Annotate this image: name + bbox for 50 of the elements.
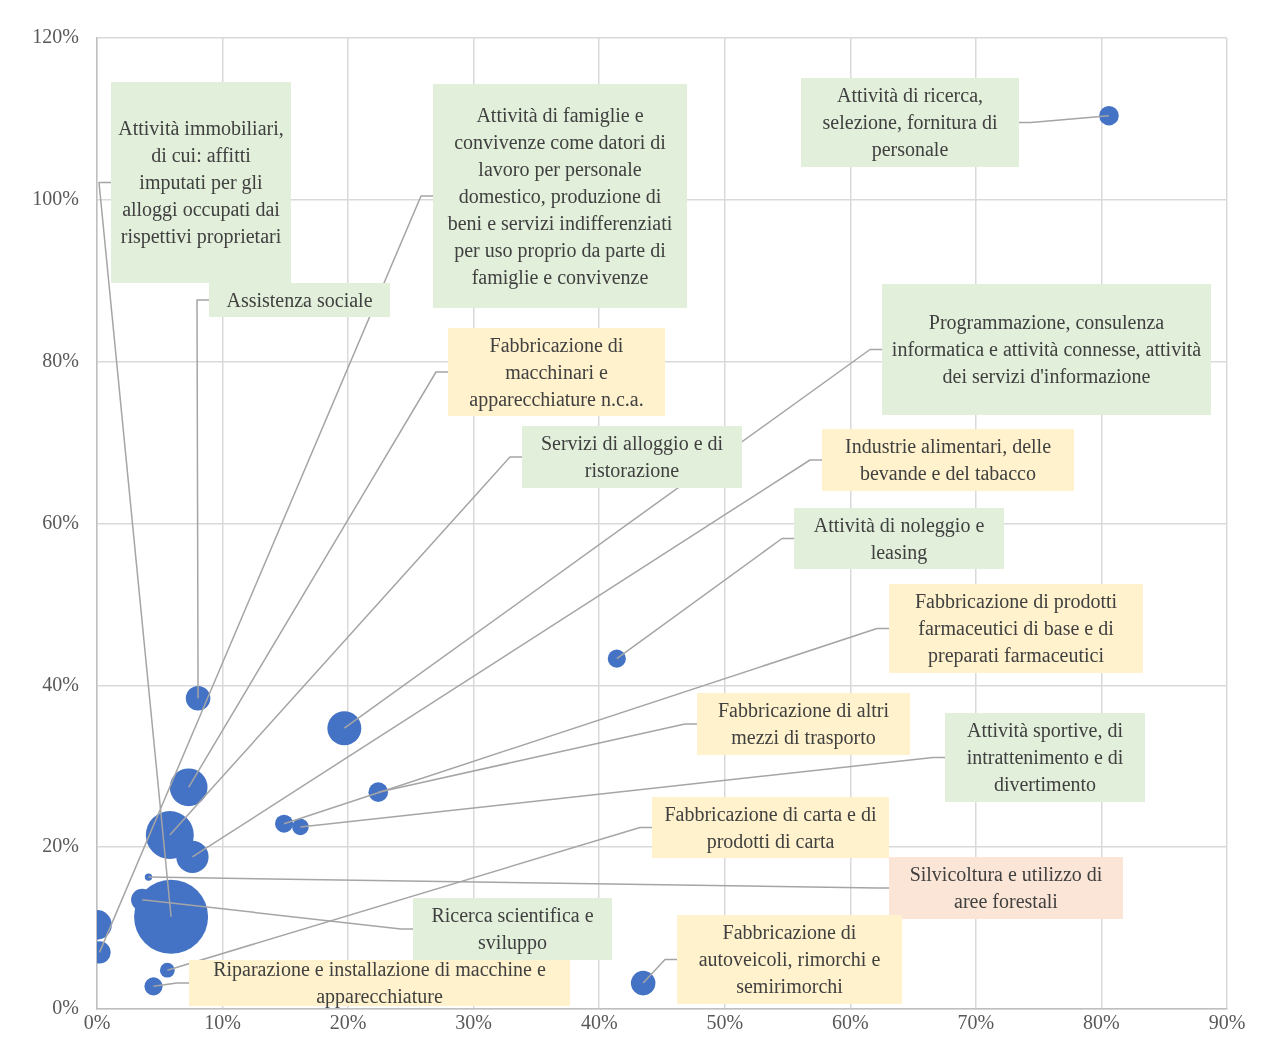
y-tick-label: 120%: [32, 25, 79, 48]
annotation: Fabbricazione di macchinari e apparecchiature n.c.a.: [468, 332, 645, 413]
x-tick-label: 70%: [957, 1011, 995, 1034]
annotation: Fabbricazione di prodotti farmaceutici di base e di preparati farmaceutici: [913, 589, 1119, 669]
y-tick-label: 60%: [42, 510, 79, 533]
x-tick-label: 30%: [455, 1011, 492, 1034]
annotation: Servizi di alloggio e di ristorazione: [539, 431, 725, 483]
callout: Attività di ricerca, selezione, fornitura di personale: [801, 78, 1019, 167]
callout: Programmazione, consulenza informatica e attività connesse, attività dei servizi d'informazione: [882, 284, 1211, 415]
annotation: Industrie alimentari, delle bevande e del tabacco: [843, 434, 1052, 486]
callout: Attività di famiglie e convivenze come datori di lavoro per personale domestico, produzione di beni e servizi indifferenziati per uso proprio da parte di famiglie e convivenze: [433, 84, 687, 308]
y-tick-label: 80%: [42, 348, 79, 371]
annotation: Ricerca scientifica e sviluppo: [430, 903, 595, 956]
callout: Attività sportive, di intrattenimento e di divertimento: [945, 713, 1145, 802]
x-tick-label: 10%: [204, 1011, 241, 1034]
x-tick-label: 50%: [706, 1011, 744, 1034]
y-tick-label: 0%: [52, 996, 79, 1019]
callout: Attività di noleggio e leasing: [794, 508, 1004, 569]
callout: Fabbricazione di macchinari e apparecchiature n.c.a.: [448, 328, 665, 416]
callout: Ricerca scientifica e sviluppo: [413, 898, 612, 960]
annotation: Attività sportive, di intrattenimento e di divertimento: [965, 718, 1125, 797]
annotation: Silvicoltura e utilizzo di aree forestali: [908, 862, 1104, 914]
annotation: Assistenza sociale: [226, 287, 373, 313]
callout: Attività immobiliari, di cui: affitti imputati per gli alloggi occupati dai rispettivi proprietari: [111, 82, 291, 283]
annotation: Attività di noleggio e leasing: [812, 512, 986, 566]
annotation: Attività di famiglie e convivenze come datori di lavoro per personale domestico, produzione di beni e servizi indifferenziati per uso proprio da parte di famiglie e convivenze: [446, 102, 674, 291]
x-tick-label: 0%: [83, 1011, 111, 1034]
y-tick-label: 40%: [42, 672, 79, 695]
callout: Fabbricazione di prodotti farmaceutici di base e di preparati farmaceutici: [889, 584, 1143, 673]
annotation: Attività di ricerca, selezione, fornitura di personale: [821, 83, 999, 163]
annotation: Attività immobiliari, di cui: affitti imputati per gli alloggi occupati dai rispettivi proprietari: [117, 116, 285, 250]
callout: Silvicoltura e utilizzo di aree forestali: [889, 857, 1123, 919]
annotation: Fabbricazione di autoveicoli, rimorchi e semirimorchi: [697, 920, 882, 999]
callout: Fabbricazione di altri mezzi di trasporto: [697, 693, 910, 755]
annotation: Fabbricazione di carta e di prodotti di carta: [663, 801, 878, 855]
x-tick-label: 40%: [580, 1011, 618, 1034]
callout: Industrie alimentari, delle bevande e del tabacco: [822, 429, 1074, 491]
callout: Fabbricazione di autoveicoli, rimorchi e semirimorchi: [677, 915, 902, 1004]
x-tick-label: 80%: [1083, 1011, 1120, 1034]
x-tick-label: 60%: [832, 1011, 869, 1034]
callout: Fabbricazione di carta e di prodotti di carta: [652, 797, 889, 858]
y-tick-label: 100%: [32, 187, 79, 210]
x-tick-label: 20%: [329, 1011, 367, 1034]
callout: Servizi di alloggio e di ristorazione: [522, 426, 742, 488]
y-tick-label: 20%: [42, 834, 79, 857]
callout: Assistenza sociale: [209, 283, 390, 317]
x-tick-label: 90%: [1208, 1011, 1246, 1034]
callout: Riparazione e installazione di macchine e apparecchiature: [189, 960, 570, 1006]
annotation: Programmazione, consulenza informatica e attività connesse, attività dei servizi d'informazione: [890, 310, 1203, 389]
annotation: Fabbricazione di altri mezzi di trasporto: [716, 698, 890, 751]
